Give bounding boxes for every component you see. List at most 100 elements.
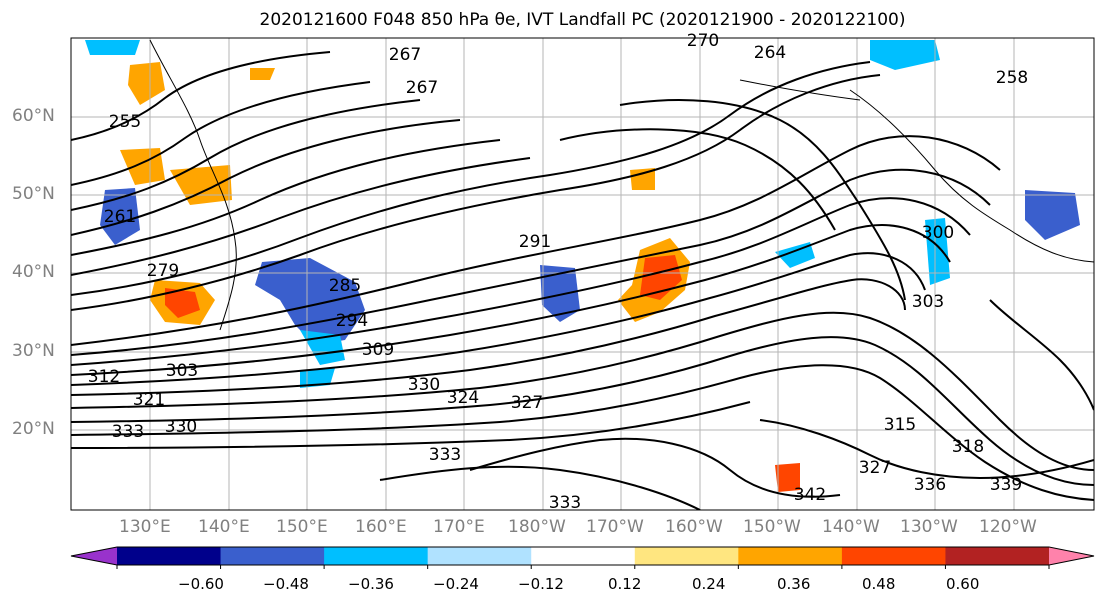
contour-line	[71, 61, 871, 296]
grid-lines	[71, 38, 1094, 510]
colorbar-tick-label: 0.36	[777, 575, 811, 593]
contour-label: 267	[406, 78, 438, 98]
colorbar-box	[531, 547, 636, 565]
contour-label: 267	[389, 45, 421, 65]
contour-line	[71, 119, 461, 236]
colorbar-box	[634, 547, 739, 565]
contour-label: 312	[88, 367, 120, 387]
lon-label: 120°W	[979, 517, 1037, 537]
negative-shading-patch	[925, 218, 950, 285]
contour-line	[71, 311, 1094, 471]
contour-label: 327	[859, 458, 891, 478]
contour-line	[71, 135, 1001, 346]
contour-line	[71, 51, 331, 141]
contour-label: 261	[104, 207, 136, 227]
lat-label: 40°N	[12, 262, 55, 282]
negative-shading-patch	[775, 242, 815, 268]
contour-label: 294	[336, 311, 368, 331]
coastline	[149, 39, 1094, 331]
contour-line	[619, 99, 906, 301]
contour-label: 279	[147, 261, 179, 281]
negative-shading-patch	[85, 40, 140, 55]
colorbar-tick-label: 0.12	[608, 575, 642, 593]
lon-label: 130°W	[900, 517, 958, 537]
colorbar-tick-label: −0.60	[178, 575, 224, 593]
contour-line	[71, 278, 906, 396]
coastline-path	[739, 79, 861, 101]
colorbar-extend-right	[1049, 547, 1094, 565]
lon-label: 180°W	[508, 517, 566, 537]
contour-line	[989, 299, 1094, 411]
colorbar-tick-label: −0.12	[518, 575, 564, 593]
contour-line	[71, 336, 1094, 486]
contour-line	[379, 465, 701, 510]
contour-line	[71, 401, 751, 449]
colorbar-tick-label: 0.60	[946, 575, 980, 593]
contour-line	[71, 81, 371, 186]
lat-label: 20°N	[12, 419, 55, 439]
colorbar-box	[738, 547, 843, 565]
negative-shading-patch	[1025, 190, 1080, 240]
lon-label: 130°E	[119, 517, 171, 537]
lon-label: 140°E	[198, 517, 250, 537]
positive-shading-patch	[775, 463, 800, 492]
contour-label: 303	[912, 292, 944, 312]
contour-label: 339	[990, 475, 1022, 495]
lon-label: 170°W	[586, 517, 644, 537]
negative-shading-patch	[100, 188, 140, 245]
negative-shading-patch	[870, 40, 940, 70]
contour-label: 327	[511, 393, 543, 413]
contour-label: 324	[447, 388, 479, 408]
lon-label: 160°W	[665, 517, 723, 537]
contour-label: 333	[112, 422, 144, 442]
contour-label: 300	[922, 223, 954, 243]
contour-label: 315	[884, 415, 916, 435]
contour-line	[759, 419, 1094, 480]
negative-shading-patch	[255, 258, 365, 345]
map-title: 2020121600 F048 850 hPa θe, IVT Landfall…	[259, 10, 906, 30]
contour-label: 321	[133, 390, 165, 410]
contour-label: 291	[519, 232, 551, 252]
contour-label: 303	[166, 361, 198, 381]
negative-shading-patch	[540, 265, 580, 322]
contour-line	[71, 364, 1094, 501]
colorbar-box	[945, 547, 1050, 565]
coastline-path	[849, 89, 1094, 263]
colorbar-box	[427, 547, 532, 565]
lon-label: 140°W	[822, 517, 880, 537]
lon-label: 150°W	[743, 517, 801, 537]
contour-line	[469, 437, 841, 498]
theta-e-contours	[71, 51, 1094, 510]
contour-label: 333	[549, 493, 581, 513]
contour-label: 336	[914, 475, 946, 495]
positive-shading-patch	[165, 288, 200, 318]
positive-shading-patch	[630, 168, 655, 190]
colorbar-box	[841, 547, 946, 565]
contour-label: 342	[794, 485, 826, 505]
contour-line	[71, 197, 971, 366]
colorbar-tick-label: −0.36	[348, 575, 394, 593]
lat-label: 50°N	[12, 184, 55, 204]
colorbar-tick-label: −0.48	[263, 575, 309, 593]
contour-label: 330	[165, 417, 197, 437]
colorbar-tick-label: 0.24	[692, 575, 726, 593]
contour-label: 318	[952, 437, 984, 457]
positive-shading-patch	[128, 62, 165, 105]
coastline-path	[149, 39, 237, 331]
lat-label: 30°N	[12, 341, 55, 361]
contour-label-layer: 267 264 270 267 255 258 261 291 300 279 …	[88, 31, 1028, 513]
contour-label: 309	[362, 340, 394, 360]
colorbar-extend-left	[71, 547, 117, 565]
lat-label: 60°N	[12, 106, 55, 126]
lon-label: 160°E	[355, 517, 407, 537]
contour-label: 330	[408, 375, 440, 395]
contour-line	[71, 139, 501, 256]
colorbar-box	[324, 547, 429, 565]
colorbar-box	[117, 547, 222, 565]
positive-shading-patch	[250, 68, 275, 80]
contour-line	[71, 168, 991, 356]
colorbar-tick-label: 0.48	[862, 575, 896, 593]
lon-label: 150°E	[276, 517, 328, 537]
contour-line	[559, 128, 836, 231]
contour-label: 270	[687, 31, 719, 51]
